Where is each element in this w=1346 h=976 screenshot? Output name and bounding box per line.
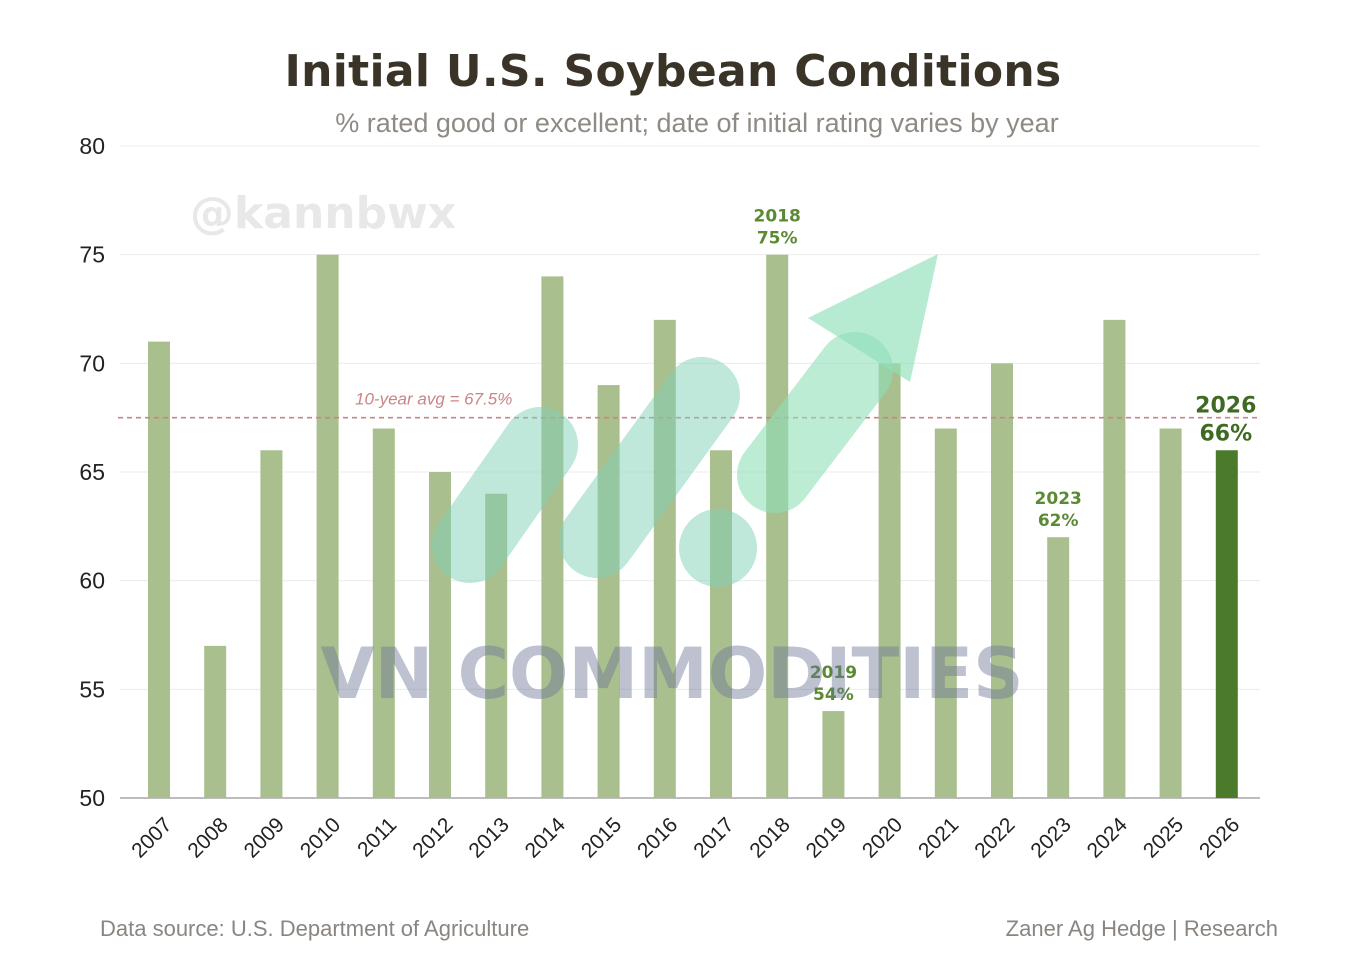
y-tick-label: 55	[79, 676, 105, 702]
x-tick-label: 2008	[183, 813, 232, 862]
y-tick-label: 75	[79, 242, 105, 268]
chart-subtitle: % rated good or excellent; date of initi…	[335, 108, 1059, 138]
bar-2025	[1159, 428, 1182, 798]
chart-title: Initial U.S. Soybean Conditions	[284, 46, 1062, 97]
x-tick-label: 2019	[802, 813, 851, 862]
annotation-value: 54%	[813, 685, 854, 705]
x-tick-label: 2025	[1139, 813, 1188, 862]
x-tick-label: 2014	[521, 813, 571, 863]
y-tick-label: 60	[79, 568, 105, 594]
annotation-value: 75%	[757, 229, 798, 249]
x-tick-label: 2024	[1083, 813, 1133, 863]
x-tick-label: 2021	[914, 813, 963, 862]
x-tick-label: 2009	[240, 813, 289, 862]
y-tick-label: 70	[79, 350, 105, 376]
x-tick-label: 2026	[1195, 813, 1244, 862]
x-tick-label: 2018	[745, 813, 794, 862]
bar-2024	[1103, 319, 1126, 798]
bar-2023	[1047, 537, 1070, 798]
watermark-handle: @kannbwx	[190, 188, 456, 239]
average-line-label: 10-year avg = 67.5%	[355, 390, 512, 409]
x-tick-label: 2022	[970, 813, 1019, 862]
x-tick-label: 2017	[689, 813, 738, 862]
x-axis-ticks: 2007 2008 2009 2010 2011 2012 2013 2014 2015 2016…	[127, 813, 1244, 863]
x-tick-label: 2012	[408, 813, 457, 862]
x-tick-label: 2010	[296, 813, 345, 862]
x-tick-label: 2015	[577, 813, 626, 862]
y-axis-ticks: 50 55 60 65 70 75 80	[79, 133, 105, 811]
bar-2014	[541, 276, 564, 798]
watermark-brand: VN COMMODITIES	[320, 633, 1023, 715]
annotation-year: 2023	[1035, 489, 1082, 509]
x-tick-label: 2013	[464, 813, 513, 862]
bar-2022	[991, 363, 1013, 798]
bar-2011	[372, 428, 395, 798]
grid-lines	[120, 145, 1260, 799]
bar-2020	[878, 363, 901, 798]
bar-2007	[148, 341, 170, 798]
x-tick-label: 2007	[127, 813, 176, 862]
annotation-year: 2019	[810, 663, 857, 683]
bar-2018	[766, 254, 789, 798]
bar-2010	[316, 254, 339, 798]
x-tick-label: 2023	[1026, 813, 1075, 862]
y-tick-label: 80	[79, 133, 105, 159]
annotation-value: 66%	[1199, 421, 1252, 446]
x-tick-label: 2020	[858, 813, 907, 862]
annotation-value: 62%	[1038, 511, 1079, 531]
bar-2009	[260, 450, 283, 798]
data-source: Data source: U.S. Department of Agricult…	[100, 916, 530, 941]
annotation-year: 2026	[1195, 393, 1256, 418]
y-tick-label: 50	[79, 785, 105, 811]
bar-2021	[934, 428, 957, 798]
bar-2019	[822, 711, 845, 798]
x-tick-label: 2011	[353, 813, 401, 861]
bar-2008	[204, 645, 227, 798]
bar-2017	[710, 450, 732, 798]
y-tick-label: 65	[79, 459, 105, 485]
bar-2026	[1215, 450, 1238, 798]
bar-2015	[597, 385, 620, 798]
x-tick-label: 2016	[633, 813, 682, 862]
annotation-year: 2018	[754, 207, 801, 227]
watermark-logo	[432, 254, 938, 587]
credit: Zaner Ag Hedge | Research	[1005, 916, 1278, 941]
